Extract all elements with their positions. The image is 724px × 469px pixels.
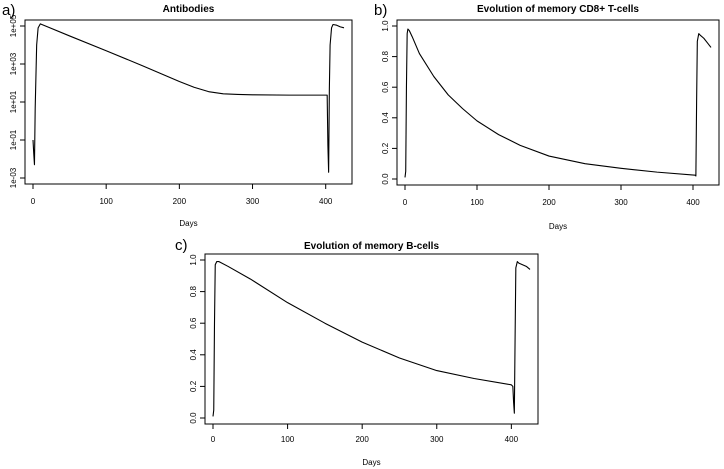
y-tick-label: 1e-01 (9, 129, 18, 150)
y-tick-label: 0.6 (381, 81, 390, 93)
y-tick-label: 1.0 (381, 20, 390, 32)
series-line-b-0 (404, 28, 712, 178)
y-tick-label: 0.0 (381, 173, 390, 185)
y-tick-label: 1e-03 (9, 167, 18, 188)
y-tick-label: 0.8 (381, 50, 390, 62)
x-tick-label: 200 (355, 435, 369, 444)
y-tick-label: 0.4 (189, 349, 198, 361)
y-tick-label: 1e+01 (9, 90, 18, 113)
x-tick-label: 0 (211, 435, 216, 444)
x-tick-label: 200 (542, 198, 556, 207)
panel-letter-a: a) (2, 2, 16, 19)
x-tick-label: 200 (173, 197, 187, 206)
chart-panel-c: Evolution of memory B-cells 0 100 200 300 400… (189, 241, 539, 467)
x-tick-label: 100 (99, 197, 113, 206)
y-tick-label: 1.0 (189, 254, 198, 266)
x-axis-label-c: Days (362, 458, 380, 467)
y-tick-label: 0.8 (189, 285, 198, 297)
x-tick-label: 400 (505, 435, 519, 444)
y-tick-label: 0.2 (381, 142, 390, 154)
x-tick-label: 100 (281, 435, 295, 444)
series-line-a-0 (32, 23, 345, 173)
x-tick-label: 0 (31, 197, 36, 206)
y-tick-label: 1e+05 (9, 14, 18, 37)
panel-letter-b: b) (374, 2, 388, 19)
plot-frame-b (396, 19, 720, 186)
x-tick-label: 300 (614, 198, 628, 207)
x-axis-label-a: Days (179, 219, 197, 228)
x-tick-label: 300 (430, 435, 444, 444)
chart-panel-a: Antibodies 0 100 200 300 400 1e-03 1e-01 1e+01 1e… (9, 4, 353, 228)
chart-panel-b: Evolution of memory CD8+ T-cells 0 100 200 3… (381, 4, 720, 231)
plot-frame-a (24, 19, 353, 185)
chart-title-c: Evolution of memory B-cells (304, 241, 439, 252)
y-tick-label: 0.2 (189, 380, 198, 392)
series-line-c-0 (212, 261, 531, 417)
chart-title-b: Evolution of memory CD8+ T-cells (477, 4, 639, 15)
plot-frame-c (204, 253, 539, 425)
y-tick-label: 0.4 (381, 112, 390, 124)
y-tick-label: 0.0 (189, 412, 198, 424)
x-tick-label: 300 (246, 197, 260, 206)
x-tick-label: 0 (403, 198, 408, 207)
x-tick-label: 100 (470, 198, 484, 207)
y-tick-label: 1e+03 (9, 52, 18, 75)
x-tick-label: 400 (319, 197, 333, 206)
y-tick-label: 0.6 (189, 317, 198, 329)
x-axis-label-b: Days (549, 222, 567, 231)
chart-title-a: Antibodies (163, 4, 215, 15)
panel-letter-c: c) (175, 237, 188, 254)
x-tick-label: 400 (686, 198, 700, 207)
